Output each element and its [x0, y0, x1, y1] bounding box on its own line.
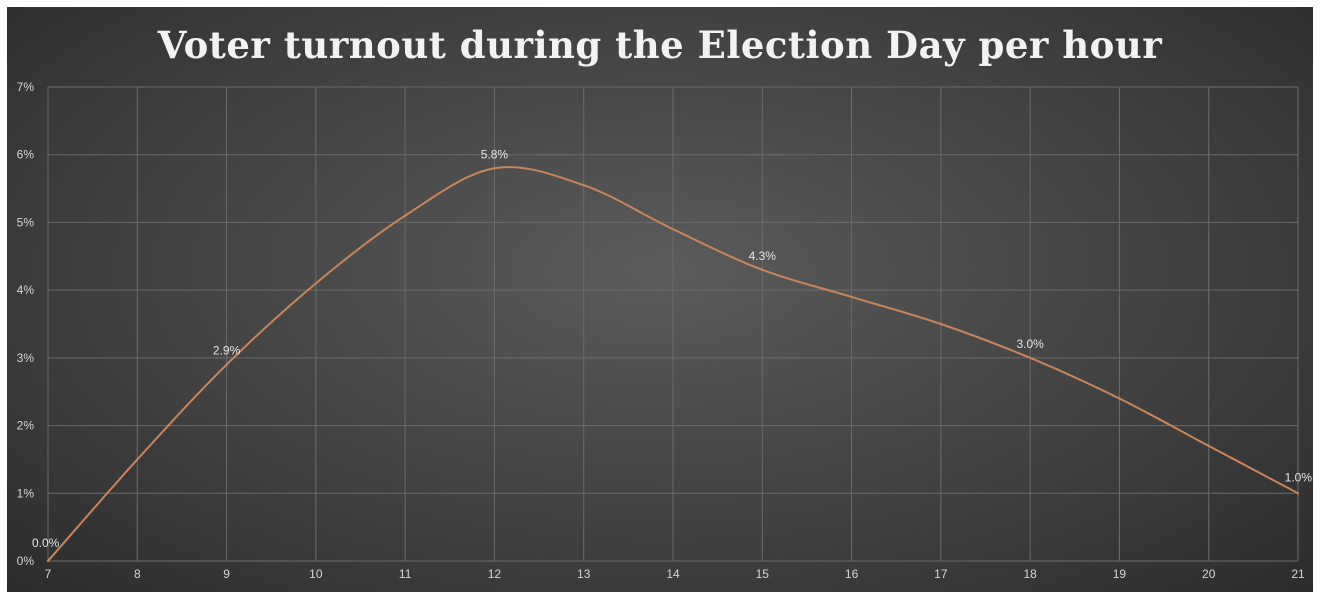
y-tick-label: 3%: [17, 351, 35, 365]
x-tick-label: 8: [134, 567, 141, 581]
data-point: [225, 363, 228, 366]
data-point: [671, 228, 675, 231]
x-tick-label: 19: [1113, 567, 1127, 581]
y-tick-label: 7%: [17, 80, 35, 94]
data-label: 1.0%: [1285, 470, 1313, 484]
x-tick-label: 9: [223, 567, 230, 581]
data-label: 0.0%: [32, 536, 60, 550]
x-tick-label: 11: [399, 567, 412, 581]
x-tick-label: 20: [1202, 567, 1216, 581]
data-point: [314, 282, 318, 285]
x-tick-label: 7: [45, 567, 52, 581]
x-tick-label: 17: [934, 567, 948, 581]
x-tick-label: 14: [666, 567, 680, 581]
series-line: [47, 166, 1299, 562]
data-point: [1207, 444, 1210, 448]
data-point: [136, 458, 139, 461]
x-tick-label: 18: [1023, 567, 1037, 581]
y-tick-label: 4%: [17, 283, 35, 297]
y-tick-label: 2%: [17, 419, 35, 433]
data-label: 5.8%: [481, 147, 509, 161]
y-tick-label: 1%: [17, 486, 35, 500]
data-point: [582, 183, 585, 187]
data-point: [46, 559, 50, 563]
data-point: [1028, 356, 1032, 360]
x-tick-label: 21: [1291, 567, 1305, 581]
data-point: [493, 167, 496, 170]
x-tick-label: 10: [309, 567, 323, 581]
data-point: [761, 268, 764, 272]
x-tick-label: 16: [845, 567, 859, 581]
data-point: [1296, 492, 1300, 495]
data-point: [850, 295, 853, 299]
data-point: [1118, 397, 1121, 400]
y-tick-label: 5%: [17, 215, 35, 229]
y-tick-label: 6%: [17, 148, 35, 162]
data-label: 2.9%: [213, 344, 241, 358]
x-tick-label: 13: [577, 567, 591, 581]
data-label: 4.3%: [749, 249, 777, 263]
data-point: [939, 322, 943, 326]
data-label: 3.0%: [1016, 337, 1044, 351]
x-tick-label: 12: [488, 567, 502, 581]
chart-title: Voter turnout during the Election Day pe…: [157, 23, 1163, 67]
x-tick-label: 15: [756, 567, 770, 581]
y-tick-label: 0%: [17, 554, 35, 568]
chart-frame: Voter turnout during the Election Day pe…: [7, 7, 1313, 592]
data-point: [403, 214, 407, 217]
